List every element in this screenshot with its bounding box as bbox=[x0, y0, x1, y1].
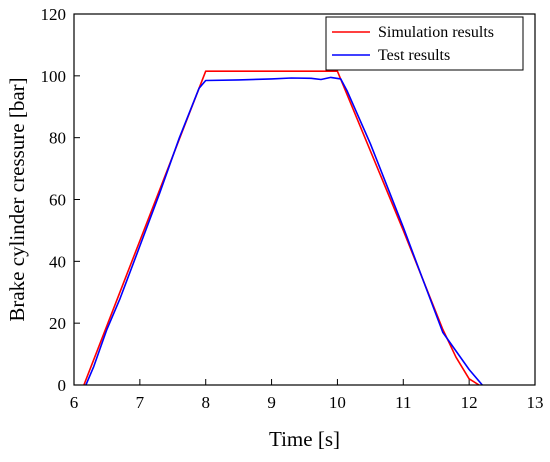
y-axis-title: Brake cylinder cressure [bar] bbox=[5, 77, 29, 321]
y-tick-label: 20 bbox=[49, 314, 66, 333]
x-tick-label: 12 bbox=[461, 393, 478, 412]
plot-frame bbox=[73, 13, 536, 386]
y-tick-label: 80 bbox=[49, 129, 66, 148]
legend-box bbox=[325, 16, 524, 71]
x-axis-title: Time [s] bbox=[269, 427, 340, 451]
series-line-simulation bbox=[83, 70, 480, 386]
x-tick-label: 10 bbox=[329, 393, 346, 412]
x-tick-label: 11 bbox=[395, 393, 411, 412]
legend-label-simulation: Simulation results bbox=[378, 24, 494, 41]
x-tick-label: 6 bbox=[70, 393, 79, 412]
x-tick-label: 13 bbox=[527, 393, 544, 412]
series-layer bbox=[83, 70, 483, 386]
y-tick-label: 120 bbox=[41, 5, 67, 24]
y-tick-label: 60 bbox=[49, 191, 66, 210]
y-tick-label: 100 bbox=[41, 67, 67, 86]
x-tick-label: 9 bbox=[267, 393, 276, 412]
x-tick-label: 8 bbox=[201, 393, 210, 412]
series-line-test bbox=[85, 76, 483, 386]
y-tick-label: 0 bbox=[58, 376, 67, 395]
legend: Simulation results Test results bbox=[325, 16, 524, 71]
x-tick-label: 7 bbox=[136, 393, 145, 412]
legend-label-test: Test results bbox=[378, 47, 450, 64]
ticks-layer: 6 7 8 9 10 11 12 13 0 20 40 60 80 100 120 bbox=[41, 5, 544, 412]
y-tick-label: 40 bbox=[49, 252, 66, 271]
